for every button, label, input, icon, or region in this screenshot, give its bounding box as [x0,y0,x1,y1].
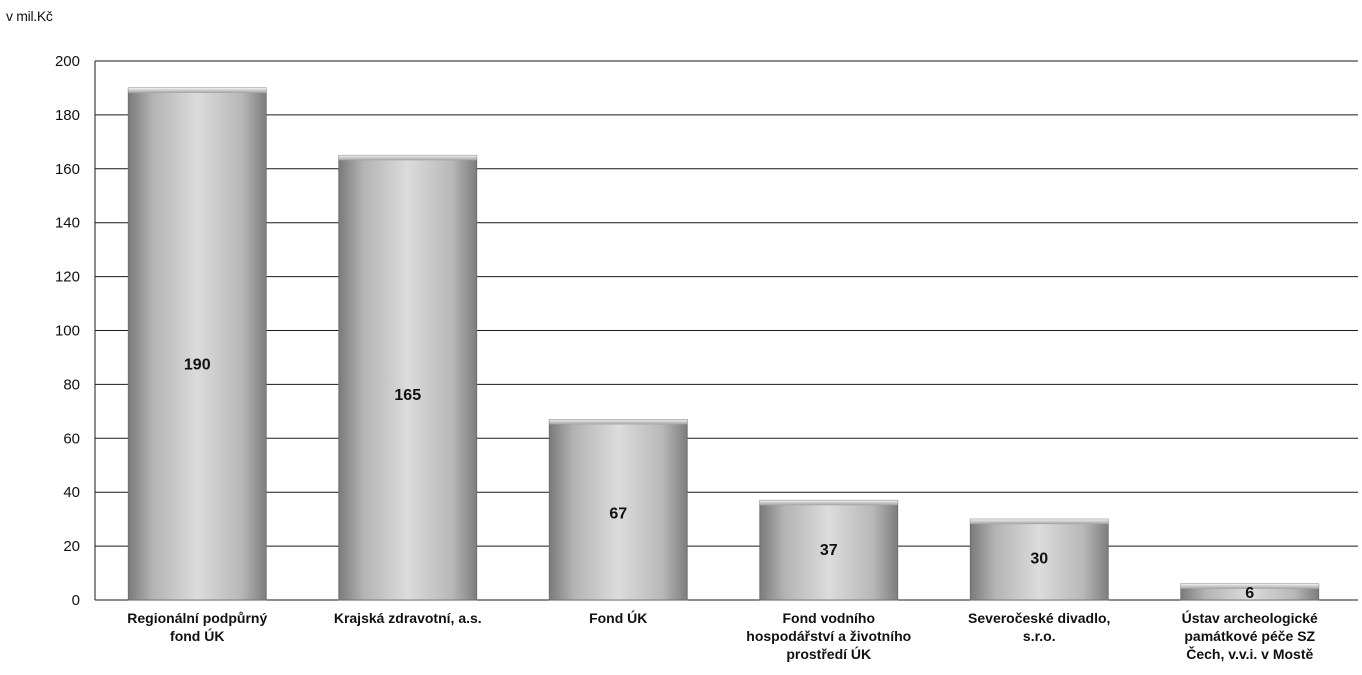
x-tick-label-line: Fond vodního [782,610,875,626]
y-tick-label: 40 [63,484,80,501]
x-tick-label-line: Čech, v.v.i. v Mostě [1186,645,1313,662]
x-tick-label-line: s.r.o. [1023,628,1056,644]
bar-value-label: 67 [609,506,627,523]
x-tick-label: Ústav archeologické památkové péče SZ Čech… [1182,609,1318,662]
x-tick-label: Regionální podpůrný fond ÚK [127,610,267,644]
x-tick-label-line: Krajská zdravotní, a.s. [334,610,482,626]
bar-value-label: 6 [1245,585,1254,602]
y-axis-unit-label: v mil.Kč [6,8,53,24]
y-tick-label: 0 [72,592,80,609]
bar-top-highlight [338,155,477,161]
x-tick-label-line: Fond ÚK [589,609,647,626]
x-tick-label-line: Severočeské divadlo, [968,610,1110,626]
x-axis-ticks: Regionální podpůrný fond ÚK Krajská zdravo… [127,609,1318,662]
y-tick-label: 60 [63,430,80,447]
bar-value-label: 30 [1030,551,1048,568]
bars: 190 165 67 37 30 6 [127,87,1320,602]
x-tick-label: Fond vodního hospodářství a životního pros… [746,610,911,662]
x-tick-label-line: Ústav archeologické [1182,609,1318,626]
y-tick-label: 20 [63,538,80,555]
bar [548,419,688,601]
x-tick-label-line: prostředí ÚK [786,645,871,662]
bar-top-highlight [970,519,1109,525]
x-tick-label: Severočeské divadlo, s.r.o. [968,610,1110,644]
y-tick-label: 80 [63,376,80,393]
bar-top-highlight [1180,583,1319,589]
bar-value-label: 190 [184,357,211,374]
bar-value-label: 37 [820,542,838,559]
bar [127,87,267,601]
bar-value-label: 165 [394,387,421,404]
gridlines [94,60,1358,601]
x-tick-label-line: hospodářství a životního [746,628,911,644]
x-tick-label-line: Regionální podpůrný [127,610,267,626]
y-tick-label: 140 [55,215,80,232]
y-tick-label: 200 [55,53,80,70]
x-tick-label-line: památkové péče SZ [1184,628,1315,644]
y-tick-label: 100 [55,323,80,340]
x-tick-label: Fond ÚK [589,609,647,626]
y-axis-ticks: 0 20 40 60 80 100 120 140 160 180 200 [55,53,80,609]
bar [338,154,478,601]
bar-top-highlight [128,87,267,93]
y-tick-label: 160 [55,161,80,178]
bar-top-highlight [549,419,688,425]
y-tick-label: 180 [55,107,80,124]
y-tick-label: 120 [55,269,80,286]
x-tick-label: Krajská zdravotní, a.s. [334,610,482,626]
x-tick-label-line: fond ÚK [170,627,224,644]
bar-top-highlight [759,500,898,506]
